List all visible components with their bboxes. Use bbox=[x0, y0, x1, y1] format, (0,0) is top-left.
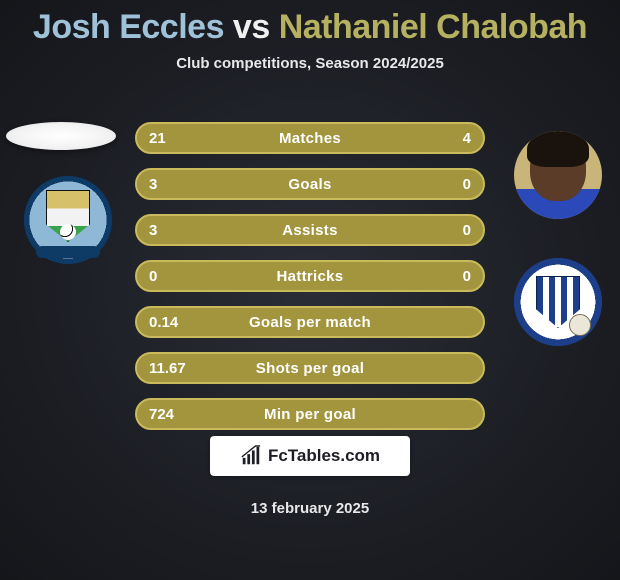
stat-label: Assists bbox=[189, 222, 431, 239]
player2-name: Nathaniel Chalobah bbox=[279, 8, 587, 46]
stat-left-value: 21 bbox=[137, 130, 189, 147]
stat-left-value: 0 bbox=[137, 268, 189, 285]
brand-chart-icon bbox=[240, 445, 262, 467]
stat-right-value: 0 bbox=[431, 268, 483, 285]
stat-right-value: 0 bbox=[431, 176, 483, 193]
stat-left-value: 3 bbox=[137, 176, 189, 193]
vs-text: vs bbox=[224, 8, 279, 46]
stat-right-value: 0 bbox=[431, 222, 483, 239]
brand-badge: FcTables.com bbox=[210, 436, 410, 476]
stat-row: 0.14 Goals per match bbox=[135, 306, 485, 338]
generated-date: 13 february 2025 bbox=[0, 500, 620, 517]
coventry-badge-banner-icon bbox=[36, 246, 100, 258]
stat-row: 11.67 Shots per goal bbox=[135, 352, 485, 384]
stat-right-value: 4 bbox=[431, 130, 483, 147]
stats-table: 21 Matches 4 3 Goals 0 3 Assists 0 0 Hat… bbox=[135, 122, 485, 444]
player1-name: Josh Eccles bbox=[33, 8, 224, 46]
stat-row: 3 Assists 0 bbox=[135, 214, 485, 246]
stat-label: Matches bbox=[189, 130, 431, 147]
player1-club-badge bbox=[24, 176, 112, 264]
stat-row: 3 Goals 0 bbox=[135, 168, 485, 200]
swfc-badge-owl-icon bbox=[569, 314, 591, 336]
stat-label: Hattricks bbox=[189, 268, 431, 285]
stat-left-value: 11.67 bbox=[137, 360, 189, 377]
comparison-title: Josh Eccles vs Nathaniel Chalobah bbox=[0, 0, 620, 47]
stat-row: 724 Min per goal bbox=[135, 398, 485, 430]
stat-row: 21 Matches 4 bbox=[135, 122, 485, 154]
stat-label: Goals per match bbox=[189, 314, 431, 331]
player1-avatar-placeholder bbox=[6, 122, 116, 150]
stat-label: Min per goal bbox=[189, 406, 431, 423]
player2-avatar bbox=[514, 131, 602, 219]
stat-label: Shots per goal bbox=[189, 360, 431, 377]
stat-label: Goals bbox=[189, 176, 431, 193]
brand-text: FcTables.com bbox=[268, 446, 380, 466]
stat-left-value: 3 bbox=[137, 222, 189, 239]
stat-row: 0 Hattricks 0 bbox=[135, 260, 485, 292]
subtitle: Club competitions, Season 2024/2025 bbox=[0, 55, 620, 72]
stat-left-value: 0.14 bbox=[137, 314, 189, 331]
coventry-badge-ball-icon bbox=[60, 224, 76, 240]
player2-hair-icon bbox=[527, 131, 589, 167]
stat-left-value: 724 bbox=[137, 406, 189, 423]
player2-club-badge bbox=[514, 258, 602, 346]
